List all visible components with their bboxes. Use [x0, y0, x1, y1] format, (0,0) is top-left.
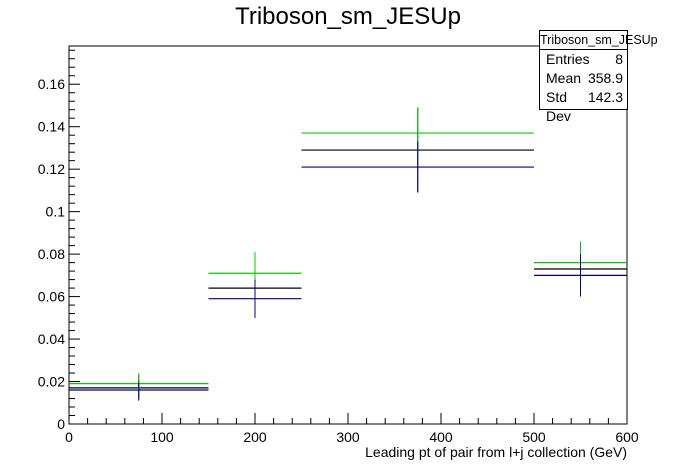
- y-tick-label: 0.06: [38, 289, 65, 305]
- y-tick-label: 0.12: [38, 161, 65, 177]
- stats-value: 8: [615, 51, 623, 67]
- stats-label: Mean: [546, 70, 582, 86]
- y-tick-label: 0.08: [38, 246, 65, 262]
- x-tick-label: 600: [615, 429, 639, 445]
- x-axis-label: Leading pt of pair from l+j collection (…: [365, 444, 627, 460]
- stats-row-mean: Mean 358.9: [540, 69, 627, 88]
- x-tick-label: 0: [65, 429, 73, 445]
- x-tick-label: 300: [336, 429, 360, 445]
- x-tick-label: 400: [429, 429, 453, 445]
- stats-row-entries: Entries 8: [540, 50, 627, 69]
- x-tick-label: 500: [522, 429, 546, 445]
- stats-label: Std Dev: [546, 89, 571, 124]
- y-tick-label: 0: [57, 416, 65, 432]
- y-tick-label: 0.16: [38, 76, 65, 92]
- y-tick-label: 0.04: [38, 331, 65, 347]
- y-tick-label: 0.1: [46, 204, 66, 220]
- stats-row-stddev: Std Dev 142.3: [540, 88, 627, 124]
- stats-box: Triboson_sm_JESUp Entries 8 Mean 358.9 S…: [539, 30, 658, 124]
- chart-title: Triboson_sm_JESUp: [235, 3, 461, 30]
- x-tick-label: 200: [243, 429, 267, 445]
- y-tick-label: 0.02: [38, 374, 65, 390]
- stats-box-title: Triboson_sm_JESUp: [540, 31, 658, 50]
- x-tick-label: 100: [150, 429, 174, 445]
- stats-label: Entries: [546, 51, 590, 67]
- stats-value: 358.9: [587, 70, 623, 86]
- stats-value: 142.3: [587, 89, 623, 105]
- y-tick-label: 0.14: [38, 119, 65, 135]
